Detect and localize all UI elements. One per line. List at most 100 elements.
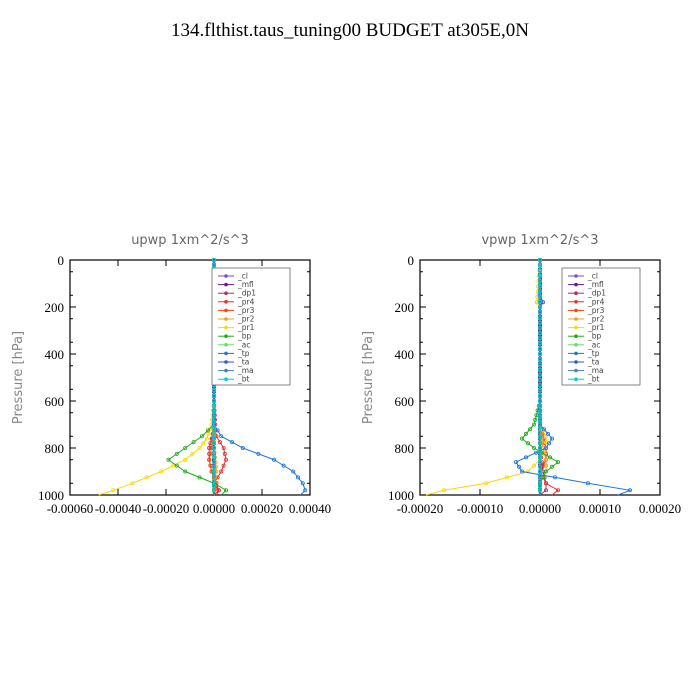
series-marker (538, 289, 543, 294)
x-tick-label: 0.00000 (519, 501, 561, 516)
series-marker (216, 488, 221, 493)
series-marker (538, 488, 543, 493)
series-marker (526, 441, 531, 446)
series-marker (211, 483, 216, 488)
legend-marker (224, 325, 228, 330)
x-tick-label: -0.00040 (95, 501, 142, 516)
series-marker (538, 450, 543, 455)
series-marker (538, 331, 543, 336)
series-marker (166, 457, 171, 462)
legend-label: _ta (237, 358, 249, 367)
series-marker (538, 455, 543, 460)
x-tick-label: 0.00040 (289, 501, 331, 516)
series-marker (538, 341, 543, 346)
chart-title: vpwp 1xm^2/s^3 (481, 233, 598, 248)
legend-marker (574, 317, 578, 321)
series-marker (197, 475, 202, 480)
legend-label: _cl (237, 272, 248, 281)
legend-marker (224, 291, 228, 296)
series-marker (538, 469, 543, 474)
legend-label: _ac (237, 340, 250, 349)
series-line_pr4 (539, 260, 559, 496)
series-marker (544, 445, 549, 450)
legend-label: _bt (237, 375, 250, 384)
legend-label: _tp (587, 349, 600, 358)
series-marker (300, 481, 305, 486)
series-marker (197, 445, 202, 450)
series-marker (211, 419, 216, 424)
legend-label: _ma (587, 366, 604, 375)
series-marker (520, 469, 525, 474)
series-marker (538, 304, 543, 309)
y-axis-label: Pressure [hPa] (361, 331, 376, 424)
series-marker (211, 469, 216, 474)
series-marker (556, 460, 561, 465)
series-marker (538, 315, 543, 320)
series-marker (538, 445, 543, 450)
legend-label: _ma (237, 366, 254, 375)
series-marker (538, 273, 543, 278)
series-marker (544, 463, 549, 468)
series-marker (538, 478, 543, 483)
series-marker (209, 422, 214, 427)
legend-label: _pr2 (237, 315, 255, 324)
series-marker (211, 430, 216, 435)
series-marker (538, 310, 543, 315)
series-marker (546, 431, 551, 436)
series-marker (441, 488, 446, 493)
series-marker (171, 463, 176, 468)
series-marker (208, 451, 213, 456)
series-marker (211, 488, 216, 493)
series-marker (544, 469, 549, 474)
series-marker (205, 428, 210, 433)
series-marker (190, 451, 195, 456)
x-tick-label: 0.00000 (193, 501, 235, 516)
series-marker (538, 378, 543, 383)
legend-marker (224, 274, 228, 278)
series-marker (303, 488, 308, 493)
series-marker (240, 445, 245, 450)
series-marker (538, 460, 543, 465)
legend-label: _tp (237, 349, 250, 358)
series-marker (222, 451, 227, 456)
legend-label: _cl (587, 272, 598, 281)
series-marker (183, 469, 188, 474)
y-tick-label: 800 (395, 441, 415, 456)
series-marker (211, 460, 216, 465)
chart-panel-upwp: upwp 1xm^2/s^3 Pressure [hPa] 0 200 400 600 80… (11, 233, 331, 516)
series-marker (538, 414, 543, 419)
legend-label: _pr1 (237, 323, 255, 332)
series-marker (211, 409, 216, 414)
series-marker (159, 469, 164, 474)
series-marker (532, 422, 537, 427)
series-marker (211, 455, 216, 460)
series-marker (538, 483, 543, 488)
legend-marker (574, 351, 578, 356)
series-marker (532, 445, 537, 450)
series-marker (538, 425, 543, 430)
series-marker (201, 441, 206, 446)
series-marker (211, 257, 216, 262)
series-marker (211, 398, 216, 403)
legend-marker (574, 334, 578, 339)
series-marker (548, 455, 553, 460)
series-marker (520, 436, 525, 441)
plot-frame (69, 259, 311, 496)
series-marker (544, 481, 549, 486)
series-marker (538, 383, 543, 388)
series-marker (174, 463, 179, 468)
series-marker (538, 257, 543, 262)
legend-label: _mfl (237, 280, 254, 289)
legend-marker (574, 377, 578, 382)
series-marker (221, 445, 226, 450)
series-marker (538, 299, 543, 304)
series-marker (209, 445, 214, 450)
series-marker (538, 474, 543, 479)
series-marker (209, 469, 214, 474)
series-marker (538, 351, 543, 356)
series-marker (538, 263, 543, 268)
series-marker (538, 372, 543, 377)
series-marker (538, 320, 543, 325)
legend-label: _bt (587, 375, 600, 384)
